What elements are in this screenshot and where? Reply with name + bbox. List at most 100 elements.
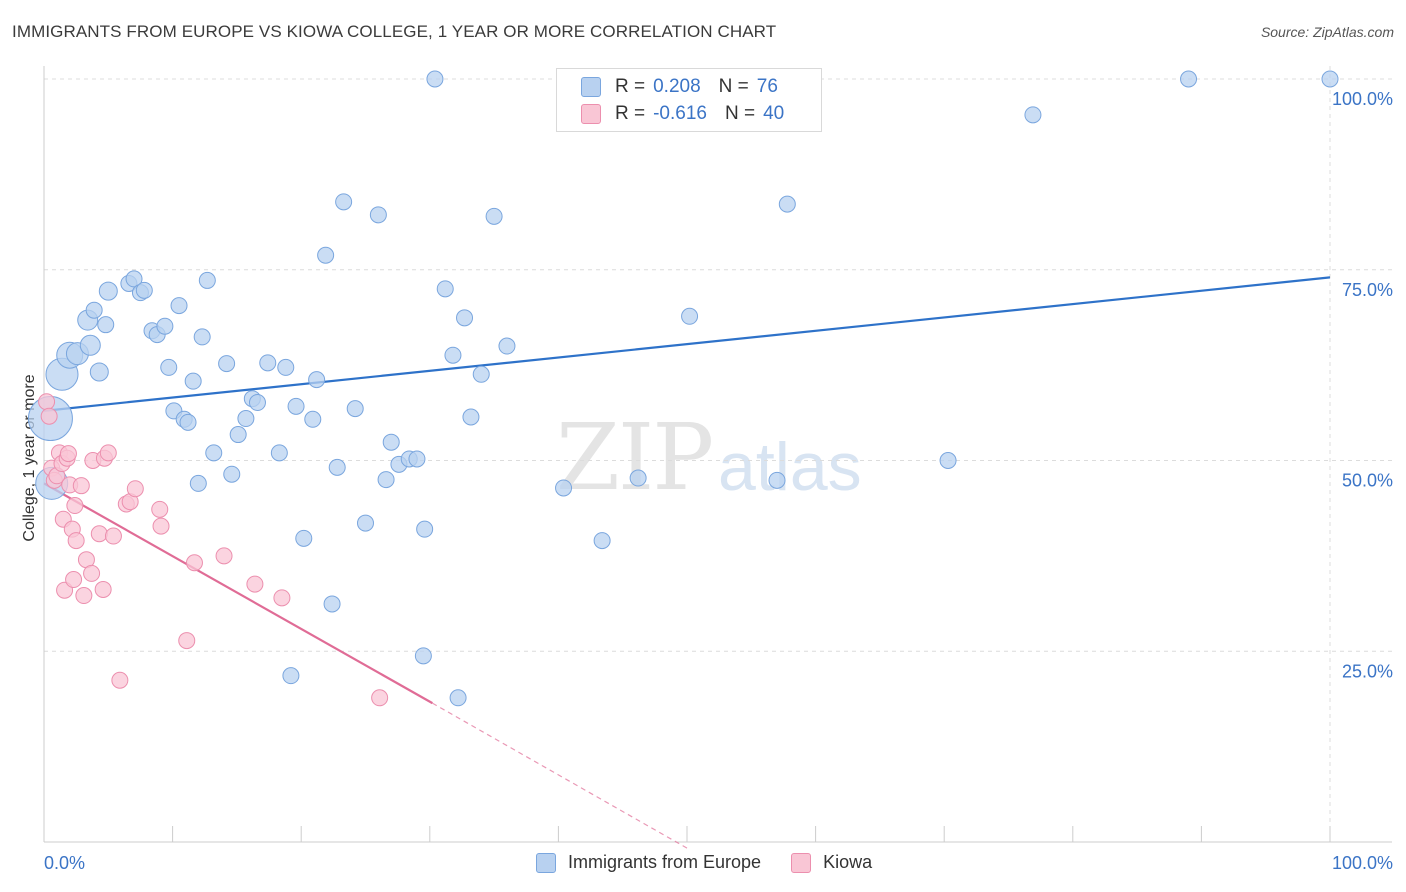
legend-item-kiowa[interactable]: Kiowa — [791, 852, 872, 873]
point-kiowa — [215, 547, 233, 565]
legend-swatch-europe — [581, 77, 601, 97]
legend-row-europe: R = 0.208 N = 76 — [581, 76, 778, 98]
point-europe — [369, 206, 387, 224]
point-europe — [449, 689, 467, 707]
point-europe — [485, 207, 503, 225]
point-europe — [335, 193, 353, 211]
point-europe — [629, 469, 647, 487]
legend-n-label: N = — [724, 103, 756, 124]
legend-label-europe: Immigrants from Europe — [568, 852, 762, 872]
point-europe — [308, 371, 326, 389]
point-kiowa — [185, 554, 203, 572]
point-europe — [135, 281, 153, 299]
legend-label-kiowa: Kiowa — [823, 852, 873, 872]
point-kiowa — [94, 580, 112, 598]
point-europe — [295, 529, 313, 547]
trend-line-europe — [43, 276, 1331, 412]
point-europe — [382, 433, 400, 451]
data-points — [27, 70, 1339, 707]
point-europe — [323, 595, 341, 613]
point-europe — [248, 394, 266, 412]
point-kiowa — [273, 589, 291, 607]
trend-line-kiowa-extension — [432, 702, 688, 849]
legend-r-value: -0.616 — [653, 103, 707, 124]
point-europe — [97, 316, 115, 334]
point-europe — [939, 452, 957, 469]
point-kiowa — [246, 575, 264, 593]
point-europe — [89, 362, 109, 382]
point-kiowa — [67, 532, 85, 550]
point-europe — [778, 195, 796, 213]
y-tick-label: 50.0% — [1342, 471, 1393, 491]
point-kiowa — [178, 632, 196, 650]
point-europe — [223, 465, 241, 483]
point-europe — [237, 410, 255, 428]
point-europe — [1024, 106, 1042, 124]
point-europe — [436, 280, 454, 298]
legend-item-europe[interactable]: Immigrants from Europe — [536, 852, 761, 873]
point-kiowa — [126, 480, 144, 498]
point-europe — [328, 458, 346, 476]
point-europe — [1321, 70, 1339, 88]
point-europe — [472, 365, 490, 383]
point-europe — [377, 471, 395, 489]
y-tick-label: 25.0% — [1342, 661, 1393, 681]
point-europe — [414, 647, 432, 665]
legend-row-kiowa: R = -0.616 N = 40 — [581, 103, 784, 125]
point-europe — [229, 426, 247, 444]
y-tick-label: 75.0% — [1342, 280, 1393, 300]
point-europe — [160, 358, 178, 376]
watermark-zip: ZIP — [556, 404, 714, 511]
legend-n-value: 76 — [756, 76, 778, 97]
point-europe — [317, 246, 335, 264]
point-kiowa — [104, 527, 122, 545]
series-legend: Immigrants from Europe Kiowa — [536, 852, 902, 873]
x-tick-label: 100.0% — [1332, 853, 1393, 873]
point-europe — [170, 297, 188, 315]
point-europe — [270, 444, 288, 462]
point-europe — [156, 317, 174, 335]
point-europe — [218, 355, 236, 373]
point-europe — [304, 410, 322, 428]
legend-swatch-kiowa — [581, 104, 601, 124]
point-kiowa — [99, 444, 117, 462]
point-kiowa — [111, 671, 129, 689]
chart-title: IMMIGRANTS FROM EUROPE VS KIOWA COLLEGE,… — [12, 22, 777, 41]
source-credit: Source: ZipAtlas.com — [1260, 24, 1394, 40]
point-kiowa — [371, 689, 389, 707]
point-europe — [79, 334, 101, 356]
point-europe — [462, 408, 480, 426]
point-europe — [205, 444, 223, 462]
point-europe — [287, 397, 305, 415]
axes — [43, 66, 1392, 843]
point-kiowa — [38, 393, 56, 411]
legend-r-label: R = — [615, 76, 646, 97]
tick-labels: 25.0% 50.0% 75.0% 100.0% 0.0% 100.0% — [44, 89, 1393, 873]
watermark-atlas: atlas — [718, 429, 862, 505]
trend-line-kiowa — [43, 482, 433, 705]
grid-lines — [44, 66, 1392, 842]
point-europe — [456, 309, 474, 327]
y-tick-label: 100.0% — [1332, 89, 1393, 109]
point-kiowa — [40, 407, 58, 425]
point-europe — [1180, 70, 1198, 88]
point-europe — [357, 514, 374, 532]
point-kiowa — [152, 517, 170, 535]
point-kiowa — [59, 445, 77, 463]
point-europe — [125, 270, 143, 288]
point-kiowa — [66, 497, 84, 515]
legend-swatch-europe — [536, 852, 556, 873]
point-kiowa — [72, 477, 90, 495]
point-europe — [555, 479, 573, 497]
point-kiowa — [65, 571, 83, 589]
legend-n-value: 40 — [763, 103, 785, 124]
point-europe — [184, 372, 202, 390]
point-europe — [193, 328, 211, 346]
point-europe — [408, 450, 426, 468]
legend-swatch-kiowa — [791, 852, 812, 873]
point-kiowa — [90, 525, 108, 543]
point-europe — [681, 307, 699, 325]
point-europe — [346, 400, 364, 418]
point-europe — [198, 271, 216, 289]
